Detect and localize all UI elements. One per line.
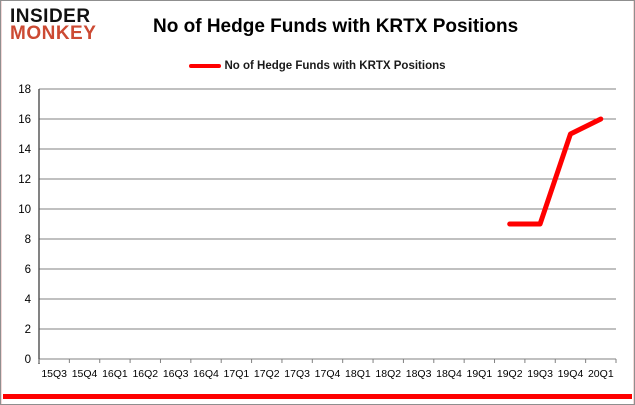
x-tick-label: 17Q2 [254,368,280,380]
chart-title: No of Hedge Funds with KRTX Positions [153,16,519,37]
x-tick-label: 16Q3 [163,368,189,380]
x-tick-label: 18Q3 [406,368,432,380]
x-tick-label: 17Q1 [224,368,250,380]
series-line [507,116,604,227]
logo-text-insider: INSIDER [10,6,91,27]
x-axis-labels: 15Q3 15Q4 16Q1 16Q2 16Q3 16Q4 17Q1 17Q2 17Q3 17Q4… [41,368,613,380]
y-tick-label: 4 [25,294,32,306]
y-tick-label: 12 [18,174,31,186]
y-tick-label: 0 [25,354,31,366]
x-tick-label: 18Q4 [436,368,462,380]
x-tick-label: 19Q2 [497,368,523,380]
y-tick-label: 8 [25,234,31,246]
logo-text-monkey: MONKEY [10,23,97,45]
gridlines [39,88,616,360]
y-axis-labels: 0 2 4 6 8 10 12 14 16 18 [18,84,31,366]
y-tick-label: 2 [25,324,31,336]
y-tick-label: 16 [18,114,31,126]
x-tick-label: 16Q4 [193,368,219,380]
legend-line-swatch [189,64,222,68]
x-tick-label: 17Q3 [284,368,310,380]
x-tick-label: 16Q2 [132,368,158,380]
x-tick-label: 15Q4 [72,368,98,380]
x-tick-label: 18Q1 [345,368,371,380]
x-tick-label: 19Q4 [558,368,584,380]
x-axis-ticks [38,359,617,363]
x-tick-label: 15Q3 [41,368,67,380]
x-tick-label: 16Q1 [102,368,128,380]
y-tick-label: 18 [18,84,31,96]
x-tick-label: 19Q1 [466,368,492,380]
insider-monkey-logo: INSIDER MONKEY [10,6,97,45]
y-tick-label: 6 [25,264,31,276]
bottom-red-bar [3,394,632,399]
legend: No of Hedge Funds with KRTX Positions [1,60,634,72]
x-tick-label: 17Q4 [315,368,341,380]
y-tick-label: 10 [18,204,31,216]
legend-label: No of Hedge Funds with KRTX Positions [224,60,446,72]
x-tick-label: 20Q1 [588,368,614,380]
x-tick-label: 18Q2 [375,368,401,380]
x-tick-label: 19Q3 [527,368,553,380]
y-tick-label: 14 [18,144,31,156]
